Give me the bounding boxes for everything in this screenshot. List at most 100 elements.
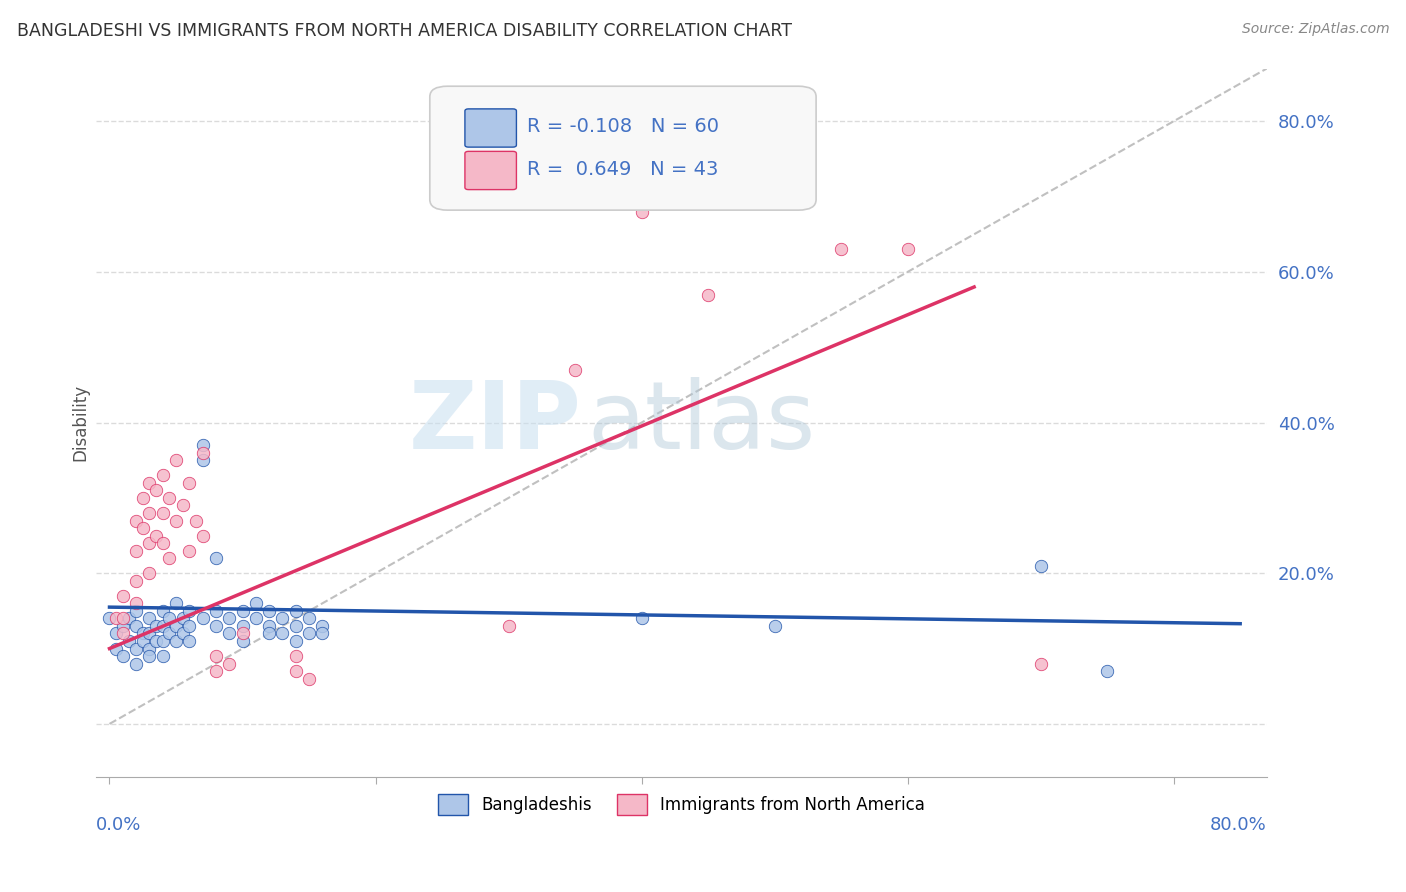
Point [205, 551, 228, 566]
Point [157, 491, 180, 505]
Point [125, 619, 148, 633]
Text: ZIP: ZIP [409, 376, 582, 468]
Point [157, 626, 180, 640]
Point [284, 604, 307, 618]
Point [138, 506, 160, 520]
Point [111, 611, 134, 625]
Point [1095, 664, 1118, 678]
Point [152, 619, 174, 633]
Text: R =  0.649   N = 43: R = 0.649 N = 43 [527, 161, 718, 179]
Point [245, 596, 267, 610]
Point [165, 619, 187, 633]
Point [165, 514, 187, 528]
Point [145, 619, 167, 633]
FancyBboxPatch shape [465, 109, 516, 147]
Text: 80.0%: 80.0% [1211, 815, 1267, 833]
Point [1029, 558, 1052, 573]
Point [218, 626, 240, 640]
Point [218, 657, 240, 671]
Point [138, 536, 160, 550]
Point [138, 641, 160, 656]
Point [138, 626, 160, 640]
Point [172, 626, 194, 640]
Point [111, 619, 134, 633]
Point [152, 536, 174, 550]
Point [205, 619, 228, 633]
Point [138, 475, 160, 490]
Point [125, 514, 148, 528]
Point [165, 634, 187, 648]
Point [138, 566, 160, 581]
Point [152, 506, 174, 520]
Point [172, 611, 194, 625]
Text: Source: ZipAtlas.com: Source: ZipAtlas.com [1241, 22, 1389, 37]
Text: 0.0%: 0.0% [96, 815, 142, 833]
Point [298, 611, 321, 625]
Point [191, 528, 214, 542]
Point [118, 634, 141, 648]
Point [179, 619, 201, 633]
Point [145, 528, 167, 542]
Point [191, 438, 214, 452]
Point [205, 604, 228, 618]
Point [697, 287, 720, 301]
Point [284, 664, 307, 678]
Point [125, 543, 148, 558]
FancyBboxPatch shape [430, 87, 815, 211]
Point [157, 611, 180, 625]
Point [763, 619, 786, 633]
Point [231, 626, 253, 640]
Point [132, 521, 155, 535]
Point [165, 596, 187, 610]
Point [98, 611, 121, 625]
Point [498, 619, 520, 633]
Point [105, 626, 128, 640]
Point [138, 649, 160, 664]
Point [298, 626, 321, 640]
Point [205, 664, 228, 678]
Text: R = -0.108   N = 60: R = -0.108 N = 60 [527, 117, 718, 136]
Point [284, 634, 307, 648]
Point [1029, 657, 1052, 671]
Point [145, 483, 167, 498]
Point [125, 574, 148, 588]
Point [111, 626, 134, 640]
Point [564, 363, 586, 377]
Point [630, 204, 652, 219]
Point [191, 611, 214, 625]
Point [284, 649, 307, 664]
Y-axis label: Disability: Disability [72, 384, 89, 461]
Point [179, 475, 201, 490]
Point [191, 446, 214, 460]
Point [152, 634, 174, 648]
Point [179, 543, 201, 558]
Text: atlas: atlas [588, 376, 815, 468]
Point [152, 468, 174, 483]
Point [111, 589, 134, 603]
Point [231, 619, 253, 633]
Point [257, 619, 280, 633]
FancyBboxPatch shape [465, 152, 516, 190]
Point [231, 604, 253, 618]
Point [897, 242, 920, 256]
Point [257, 604, 280, 618]
Point [231, 634, 253, 648]
Point [630, 611, 652, 625]
Legend: Bangladeshis, Immigrants from North America: Bangladeshis, Immigrants from North Amer… [432, 788, 932, 822]
Point [184, 514, 207, 528]
Point [218, 611, 240, 625]
Point [179, 634, 201, 648]
Point [118, 611, 141, 625]
Point [132, 491, 155, 505]
Point [311, 619, 333, 633]
Point [111, 649, 134, 664]
Point [105, 641, 128, 656]
Point [145, 634, 167, 648]
Point [271, 626, 294, 640]
Point [105, 611, 128, 625]
Point [284, 619, 307, 633]
Point [132, 626, 155, 640]
Point [311, 626, 333, 640]
Point [165, 453, 187, 467]
Point [157, 551, 180, 566]
